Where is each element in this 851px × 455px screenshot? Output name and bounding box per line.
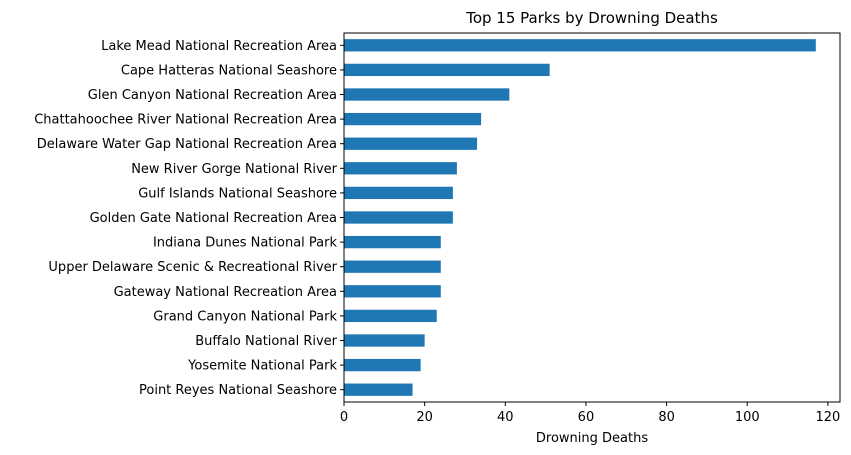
y-tick-label: Gateway National Recreation Area bbox=[114, 285, 337, 300]
x-tick-label: 60 bbox=[578, 410, 595, 425]
y-tick-label: Chattahoochee River National Recreation … bbox=[34, 113, 337, 128]
y-tick-label: Upper Delaware Scenic & Recreational Riv… bbox=[48, 260, 337, 275]
y-tick-label: Point Reyes National Seashore bbox=[139, 383, 337, 398]
bar bbox=[344, 383, 413, 396]
y-tick-label: Indiana Dunes National Park bbox=[153, 236, 338, 251]
x-axis-label: Drowning Deaths bbox=[536, 431, 648, 446]
y-tick-label: Glen Canyon National Recreation Area bbox=[88, 88, 337, 103]
bar bbox=[344, 285, 441, 298]
y-tick-label: Yosemite National Park bbox=[187, 359, 337, 374]
y-tick-label: New River Gorge National River bbox=[131, 162, 337, 177]
bar bbox=[344, 162, 457, 175]
y-tick-label: Delaware Water Gap National Recreation A… bbox=[37, 137, 337, 152]
x-tick-label: 20 bbox=[416, 410, 433, 425]
y-tick-label: Golden Gate National Recreation Area bbox=[90, 211, 337, 226]
bar bbox=[344, 88, 510, 101]
x-tick-label: 0 bbox=[340, 410, 348, 425]
x-tick-label: 120 bbox=[815, 410, 840, 425]
x-tick-label: 100 bbox=[735, 410, 760, 425]
x-tick-label: 80 bbox=[658, 410, 675, 425]
y-tick-label: Cape Hatteras National Seashore bbox=[121, 63, 337, 78]
bar bbox=[344, 137, 478, 150]
chart-title: Top 15 Parks by Drowning Deaths bbox=[465, 9, 718, 27]
bar bbox=[344, 260, 441, 273]
y-tick-label: Gulf Islands National Seashore bbox=[138, 186, 337, 201]
bar bbox=[344, 112, 482, 126]
bar bbox=[344, 235, 441, 249]
bar bbox=[344, 309, 437, 323]
bar bbox=[344, 211, 453, 224]
plot-frame bbox=[343, 32, 841, 403]
bar bbox=[344, 186, 453, 200]
bar bbox=[344, 39, 816, 52]
y-tick-label: Buffalo National River bbox=[195, 334, 337, 349]
y-tick-label: Grand Canyon National Park bbox=[153, 309, 337, 324]
bar bbox=[344, 334, 425, 347]
x-tick-label: 40 bbox=[497, 410, 514, 425]
bar bbox=[344, 63, 550, 77]
bar bbox=[344, 358, 421, 372]
y-tick-label: Lake Mead National Recreation Area bbox=[101, 39, 337, 54]
